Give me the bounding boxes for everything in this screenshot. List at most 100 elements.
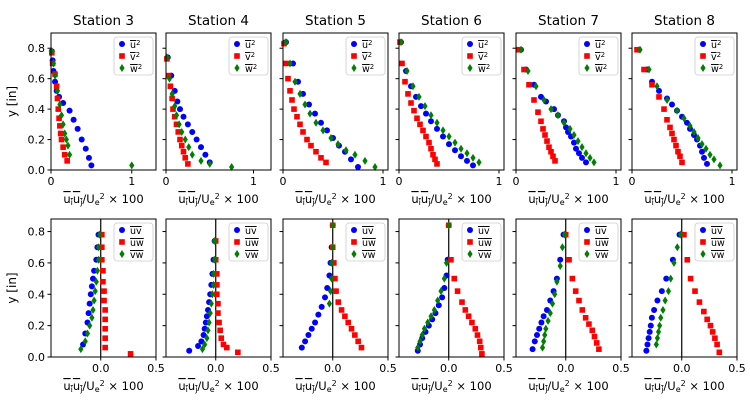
data-point (95, 255, 102, 264)
data-point (85, 154, 92, 161)
data-point (667, 124, 673, 131)
data-point (352, 150, 358, 159)
data-point (58, 111, 65, 120)
y-tick-label: 0.2 (28, 134, 46, 147)
series-vv (397, 39, 440, 167)
legend-marker (351, 227, 357, 233)
data-point (664, 95, 670, 104)
data-point (435, 302, 442, 309)
data-point (701, 308, 707, 315)
data-point (297, 89, 303, 98)
data-point (82, 145, 89, 152)
data-point (283, 38, 289, 47)
data-point (518, 45, 524, 54)
data-point (102, 307, 108, 313)
data-point (315, 311, 322, 318)
legend-marker (584, 41, 590, 47)
data-point (534, 332, 540, 339)
series-ww (637, 45, 723, 170)
data-point (699, 140, 705, 149)
data-point (318, 119, 324, 126)
x-axis-label: uiuj/Ue2 × 100 (178, 192, 258, 207)
data-point (474, 332, 481, 338)
data-point (561, 118, 567, 127)
data-point (88, 283, 95, 290)
data-point (567, 124, 573, 133)
data-point (458, 153, 464, 160)
x-axis-label: uiuj/Ue2 × 100 (411, 192, 491, 207)
data-point (711, 155, 717, 164)
data-point (186, 347, 193, 354)
data-point (691, 127, 697, 136)
data-point (669, 130, 675, 137)
data-point (637, 45, 643, 54)
x-tick-label: 0.5 (379, 362, 397, 375)
data-point (451, 275, 458, 282)
x-tick-label: 0 (513, 175, 520, 188)
data-point (687, 121, 693, 130)
data-point (675, 148, 681, 155)
data-point (166, 74, 173, 83)
data-point (220, 341, 227, 348)
data-point (90, 275, 96, 282)
data-point (566, 256, 572, 263)
x-tick-label: 0.5 (728, 362, 746, 375)
x-tick-label: 0 (396, 175, 403, 188)
y-tick-label: 0.2 (28, 320, 46, 333)
data-point (452, 147, 458, 154)
legend-label: uw (130, 238, 144, 249)
data-point (573, 145, 579, 152)
data-point (167, 83, 174, 90)
data-point (285, 75, 291, 82)
data-point (308, 325, 315, 332)
legend-label: w2 (130, 63, 142, 75)
data-point (198, 338, 205, 345)
data-point (207, 159, 213, 168)
data-point (175, 129, 182, 135)
series-uv (298, 222, 336, 351)
legend-marker (700, 53, 706, 59)
legend-marker (467, 239, 473, 245)
legend-marker (234, 227, 240, 233)
data-point (548, 105, 554, 114)
x-tick-label: 0.0 (440, 362, 458, 375)
legend-label: uw (478, 238, 492, 249)
data-point (184, 121, 191, 128)
axes-frame (515, 32, 622, 171)
legend-frame (578, 222, 619, 262)
x-tick-label: 1 (613, 175, 620, 188)
legend-label: vw (130, 250, 144, 261)
x-axis-label: uiuj/Ue2 × 100 (63, 379, 143, 394)
data-point (57, 123, 63, 129)
data-point (176, 120, 182, 129)
data-point (199, 345, 206, 354)
data-point (423, 110, 429, 117)
x-axis-label: uiuj/Ue2 × 100 (295, 192, 375, 207)
data-point (322, 294, 328, 301)
data-point (569, 275, 576, 282)
data-point (66, 107, 73, 114)
data-point (408, 100, 414, 106)
data-point (681, 114, 687, 123)
legend-marker (119, 41, 125, 47)
legend-marker (234, 64, 240, 72)
y-tick-label: 0.8 (28, 226, 46, 239)
series-ww (283, 38, 378, 171)
data-point (656, 94, 662, 100)
panel-title: Station 3 (73, 13, 134, 29)
data-point (647, 322, 654, 329)
data-point (663, 275, 670, 282)
data-point (281, 40, 287, 47)
legend-label: uv (478, 226, 490, 237)
data-point (355, 163, 361, 170)
data-point (100, 267, 106, 274)
data-point (289, 97, 295, 103)
